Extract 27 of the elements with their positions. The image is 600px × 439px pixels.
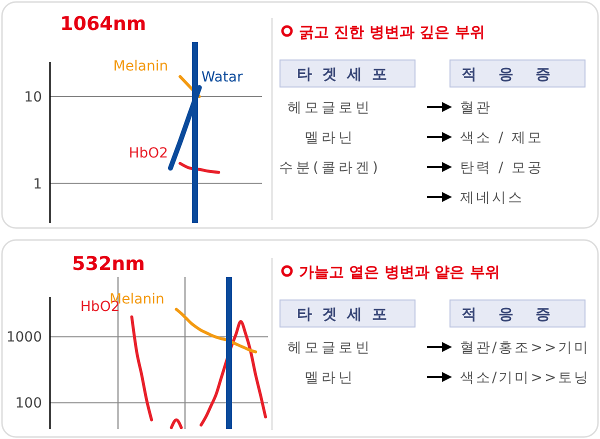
- text: 굵고 진한 병변과 깊은 부위: [299, 23, 485, 41]
- text: 혈관/홍조>>기미: [460, 340, 590, 356]
- category-label: 적응증: [462, 65, 572, 83]
- category-label: 멜라닌: [304, 130, 356, 146]
- text: 색소/기미>>토닝: [460, 370, 590, 386]
- series-label: Melanin: [113, 58, 168, 75]
- category-label: 타겟세포: [297, 65, 397, 83]
- text: 제네시스: [460, 190, 524, 206]
- category-label: 수분(콜라겐): [279, 160, 381, 176]
- text: 혈관: [460, 100, 492, 116]
- category-label: 멜라닌: [304, 370, 356, 386]
- chart-title: 532nm: [72, 253, 145, 275]
- y-tick-label: 1: [33, 176, 42, 192]
- y-tick-label: 100: [15, 396, 42, 412]
- category-label: 헤모글로빈: [288, 340, 372, 356]
- category-label: 타겟세포: [297, 305, 397, 323]
- series-label: Watar: [201, 70, 243, 86]
- category-label: 헤모글로빈: [288, 100, 372, 116]
- y-tick-label: 10: [24, 90, 42, 106]
- y-tick-label: 1000: [6, 330, 42, 346]
- category-label: 적응증: [462, 305, 572, 323]
- text: 색소 / 제모: [460, 130, 544, 146]
- line-series: [174, 308, 258, 354]
- chart-title: 1064nm: [60, 13, 146, 35]
- series-label: HbO2: [128, 145, 168, 162]
- text: 탄력 / 모공: [460, 160, 544, 176]
- text: 가늘고 옅은 병변과 얕은 부위: [299, 263, 500, 281]
